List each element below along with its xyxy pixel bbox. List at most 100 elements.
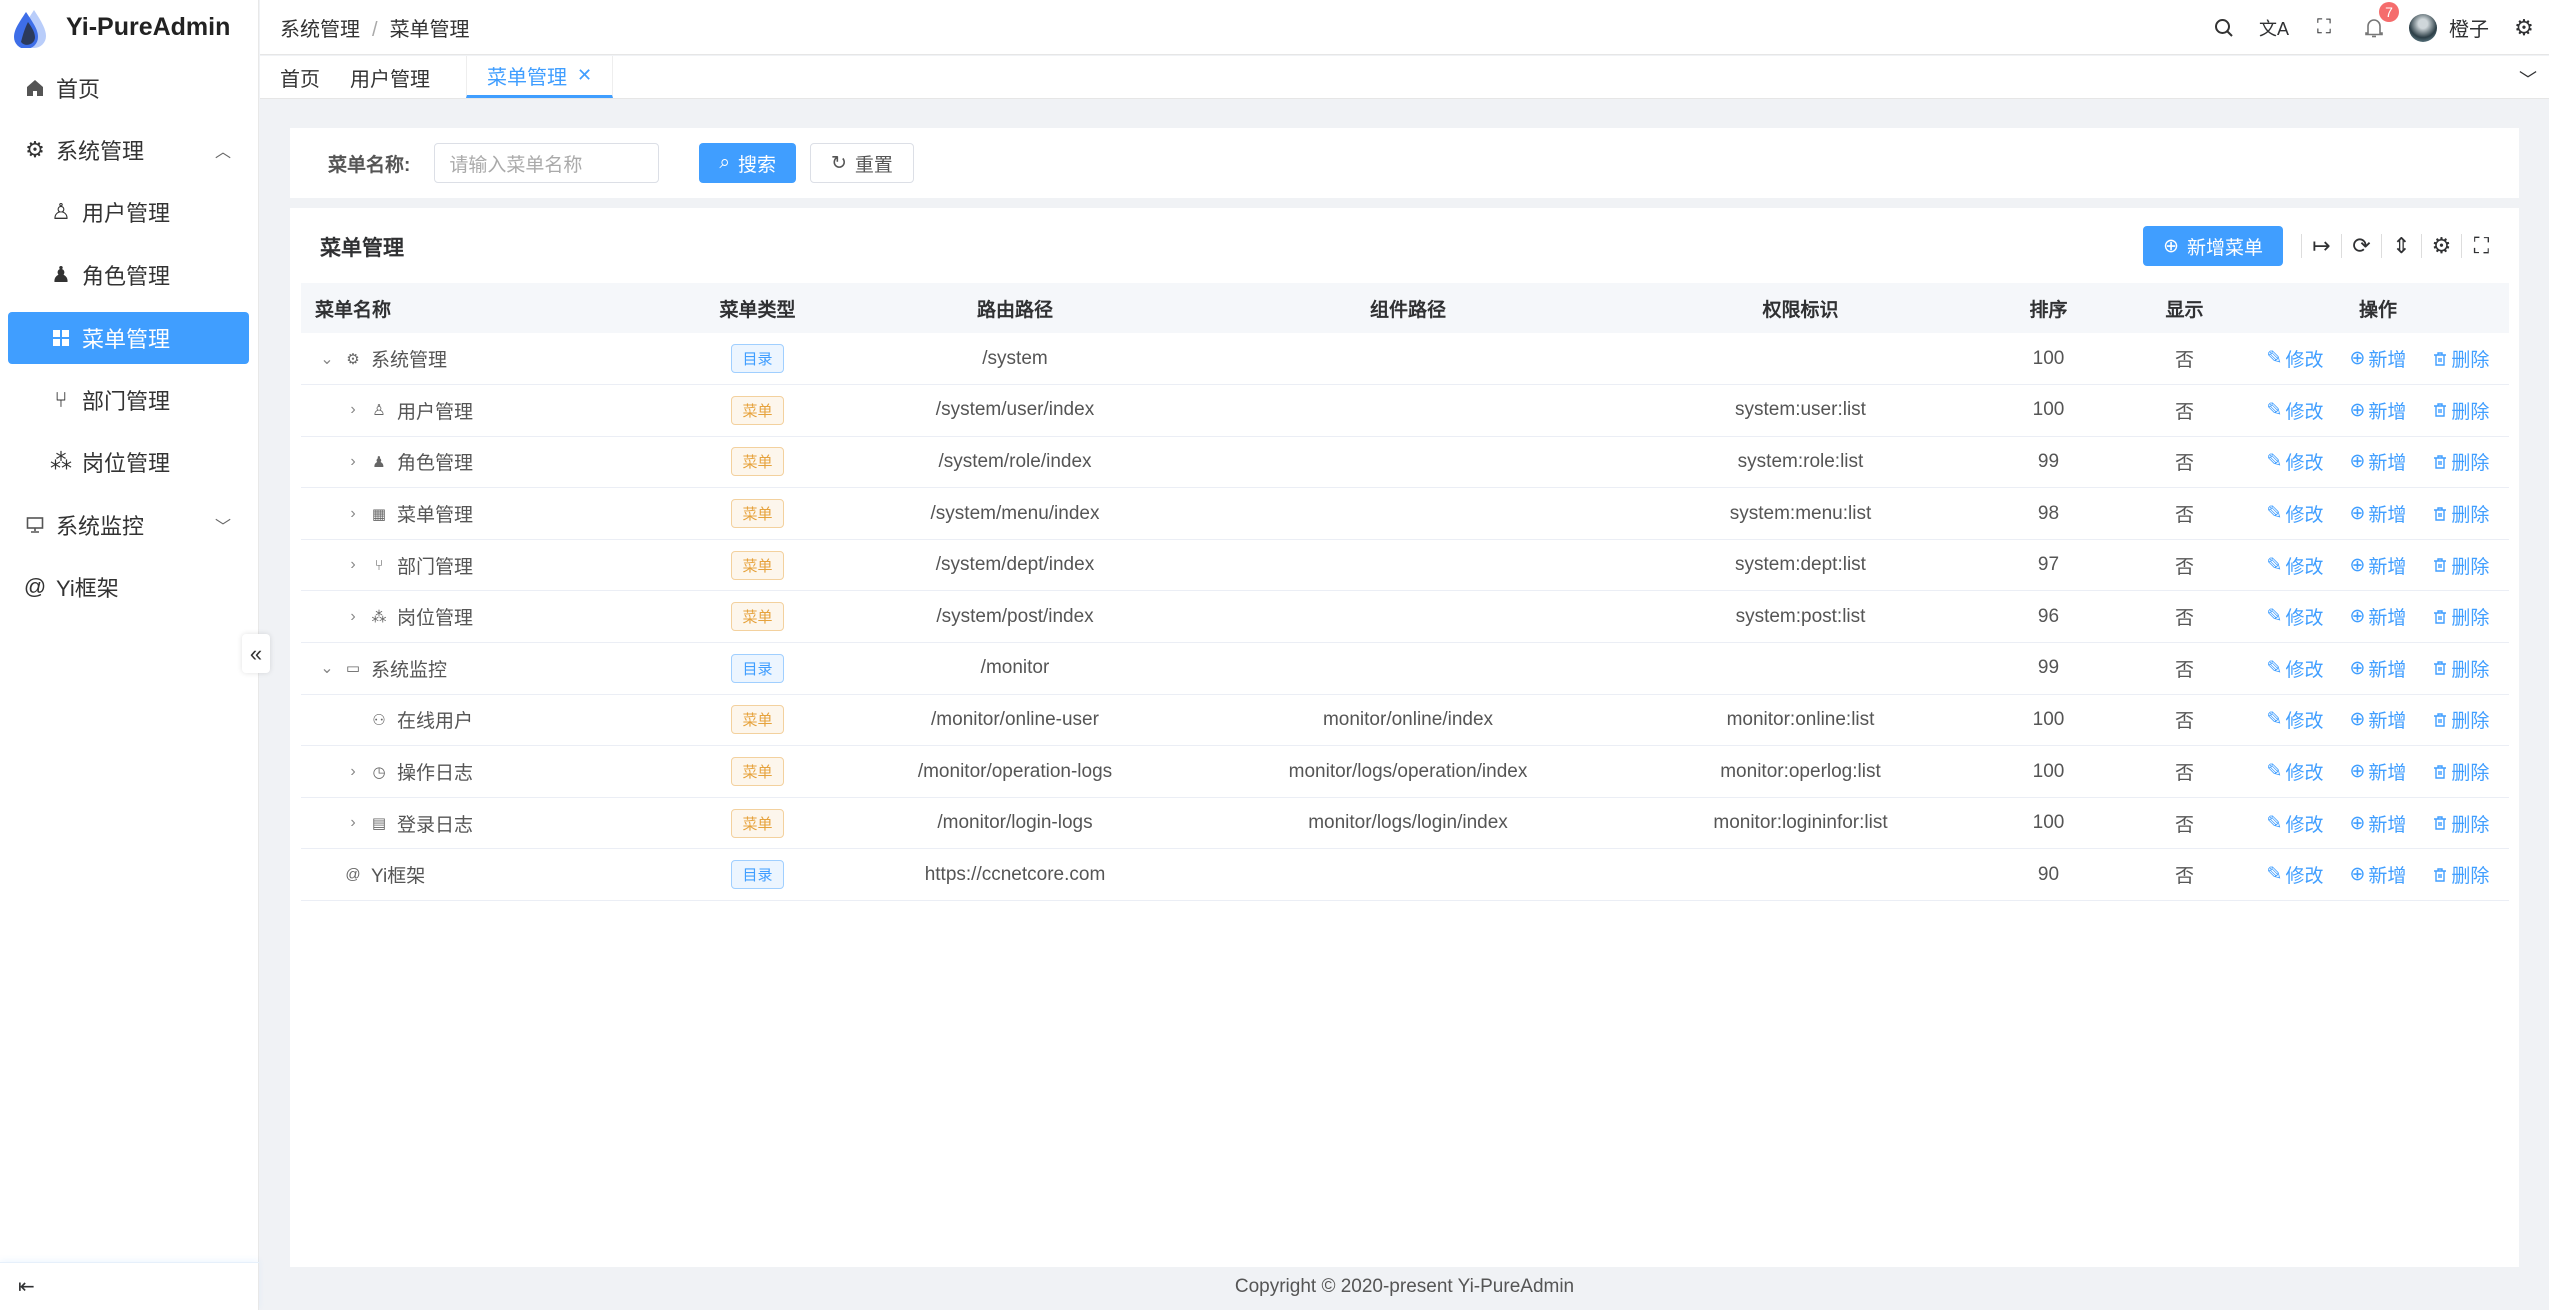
add-child-button[interactable]: ⊕ 新增 xyxy=(2349,810,2406,837)
delete-button[interactable]: 删除 xyxy=(2432,706,2489,733)
add-child-button[interactable]: ⊕ 新增 xyxy=(2349,706,2406,733)
settings-button[interactable]: ⚙ xyxy=(2499,0,2549,55)
fullscreen-button[interactable]: ⛶ xyxy=(2299,0,2349,55)
table-row[interactable]: › ▦ 菜单管理 菜单 /system/menu/index system:menu… xyxy=(301,487,2509,540)
add-child-button[interactable]: ⊕ 新增 xyxy=(2349,345,2406,372)
breadcrumb-item[interactable]: 系统管理 xyxy=(280,18,360,41)
logo-drop-icon xyxy=(14,9,46,48)
chevron-down-icon[interactable]: ﹀ xyxy=(2519,70,2537,90)
tab-home[interactable]: 首页 xyxy=(260,56,340,98)
cell-actions: ✎ 修改 ⊕ 新增 删除 xyxy=(2247,694,2509,747)
search-button[interactable] xyxy=(2199,0,2249,55)
delete-button[interactable]: 删除 xyxy=(2432,552,2489,579)
add-child-button[interactable]: ⊕ 新增 xyxy=(2349,448,2406,475)
sidebar-item-roles[interactable]: ♟ 角色管理 xyxy=(8,249,249,301)
edit-button[interactable]: ✎ 修改 xyxy=(2267,810,2324,837)
refresh-button[interactable]: ⟳ xyxy=(2341,233,2381,258)
cell-permission: monitor:operlog:list xyxy=(1626,745,1975,798)
add-child-button[interactable]: ⊕ 新增 xyxy=(2349,603,2406,630)
tab-menus[interactable]: 菜单管理 ✕ xyxy=(466,56,614,98)
edit-button[interactable]: ✎ 修改 xyxy=(2267,758,2324,785)
cell-show: 否 xyxy=(2122,333,2247,386)
close-icon[interactable]: ✕ xyxy=(577,65,593,85)
menu-name: Yi框架 xyxy=(371,866,426,888)
chevron-down-icon[interactable]: ⌄ xyxy=(320,350,334,368)
add-child-button[interactable]: ⊕ 新增 xyxy=(2349,861,2406,888)
sidebar: Yi-PureAdmin 首页 ⚙ 系统管理 ︿ ♙ 用户管理 ♟ 角色管理 菜单管理 … xyxy=(0,0,259,1310)
table-row[interactable]: › ♙ 用户管理 菜单 /system/user/index system:user… xyxy=(301,384,2509,437)
chevron-right-icon[interactable]: › xyxy=(350,556,356,574)
delete-button[interactable]: 删除 xyxy=(2432,397,2489,424)
delete-button[interactable]: 删除 xyxy=(2432,758,2489,785)
edit-button[interactable]: ✎ 修改 xyxy=(2267,448,2324,475)
translate-button[interactable]: 文A xyxy=(2249,0,2299,55)
chevron-right-icon[interactable]: › xyxy=(350,401,356,419)
menu-name-input[interactable]: 请输入菜单名称 xyxy=(434,143,660,183)
user-menu[interactable]: 橙子 xyxy=(2399,13,2499,42)
logo[interactable]: Yi-PureAdmin xyxy=(0,0,258,55)
sidebar-item-posts[interactable]: ⁂ 岗位管理 xyxy=(8,436,249,488)
sidebar-item-yi-framework[interactable]: @ Yi框架 xyxy=(8,561,249,613)
reset-button[interactable]: ↻ 重置 xyxy=(809,143,914,183)
table-row[interactable]: @ Yi框架 目录 https://ccnetcore.com 90 否 ✎ 修改 … xyxy=(301,848,2509,902)
add-child-button[interactable]: ⊕ 新增 xyxy=(2349,397,2406,424)
fullscreen-button[interactable]: ⛶ xyxy=(2461,233,2501,258)
table-row[interactable]: ⌄ ⚙ 系统管理 目录 /system 100 否 ✎ 修改 ⊕ 新增 删除 xyxy=(301,333,2509,386)
tab-users[interactable]: 用户管理 xyxy=(340,56,450,98)
delete-button[interactable]: 删除 xyxy=(2432,603,2489,630)
add-child-button[interactable]: ⊕ 新增 xyxy=(2349,655,2406,682)
double-chevron-left-icon: « xyxy=(249,640,263,666)
delete-button[interactable]: 删除 xyxy=(2432,345,2489,372)
table-row[interactable]: › ▤ 登录日志 菜单 /monitor/login-logs monitor/lo… xyxy=(301,797,2509,850)
cell-route: /monitor/online-user xyxy=(840,694,1190,747)
sidebar-item-menus[interactable]: 菜单管理 xyxy=(8,312,249,364)
chevron-right-icon[interactable]: › xyxy=(350,504,356,522)
add-menu-button[interactable]: ⊕ 新增菜单 xyxy=(2143,226,2283,266)
cell-actions: ✎ 修改 ⊕ 新增 删除 xyxy=(2247,590,2509,644)
sidebar-collapse-toggle[interactable]: ⇤ xyxy=(0,1262,259,1310)
plus-circle-icon: ⊕ xyxy=(2349,451,2366,473)
menu-name: 部门管理 xyxy=(397,556,474,578)
chevron-down-icon[interactable]: ⌄ xyxy=(320,660,334,678)
column-settings-button[interactable]: ⚙ xyxy=(2421,233,2461,258)
edit-button[interactable]: ✎ 修改 xyxy=(2267,345,2324,372)
delete-button[interactable]: 删除 xyxy=(2432,810,2489,837)
edit-button[interactable]: ✎ 修改 xyxy=(2267,500,2324,527)
edit-button[interactable]: ✎ 修改 xyxy=(2267,706,2324,733)
sidebar-item-system[interactable]: ⚙ 系统管理 ︿ xyxy=(8,124,249,176)
breadcrumb: 系统管理 / 菜单管理 xyxy=(280,13,470,42)
delete-button[interactable]: 删除 xyxy=(2432,655,2489,682)
edit-button[interactable]: ✎ 修改 xyxy=(2267,655,2324,682)
table-row[interactable]: ⌄ ▭ 系统监控 目录 /monitor 99 否 ✎ 修改 ⊕ 新增 删除 xyxy=(301,642,2509,695)
add-child-button[interactable]: ⊕ 新增 xyxy=(2349,500,2406,527)
sidebar-item-users[interactable]: ♙ 用户管理 xyxy=(8,186,249,238)
edit-button[interactable]: ✎ 修改 xyxy=(2267,603,2324,630)
density-button[interactable]: ⇕ xyxy=(2381,233,2421,258)
chevron-right-icon[interactable]: › xyxy=(350,814,356,832)
delete-button[interactable]: 删除 xyxy=(2432,861,2489,888)
chevron-right-icon[interactable]: › xyxy=(350,607,356,625)
sidebar-collapse-button[interactable]: « xyxy=(242,634,270,673)
delete-button[interactable]: 删除 xyxy=(2432,448,2489,475)
sidebar-item-departments[interactable]: ⑂ 部门管理 xyxy=(8,374,249,426)
edit-button[interactable]: ✎ 修改 xyxy=(2267,397,2324,424)
plus-circle-icon: ⊕ xyxy=(2349,399,2366,421)
table-row[interactable]: › ♟ 角色管理 菜单 /system/role/index system:role… xyxy=(301,436,2509,489)
chevron-right-icon[interactable]: › xyxy=(350,452,356,470)
table-row[interactable]: › ⑂ 部门管理 菜单 /system/dept/index system:dept… xyxy=(301,539,2509,592)
column-header: 路由路径 xyxy=(840,283,1190,333)
table-row[interactable]: › ◷ 操作日志 菜单 /monitor/operation-logs monito… xyxy=(301,745,2509,798)
notification-button[interactable]: 7 xyxy=(2349,0,2399,55)
table-row[interactable]: ⚇ 在线用户 菜单 /monitor/online-user monitor/on… xyxy=(301,694,2509,747)
sidebar-item-monitor[interactable]: 系统监控 ﹀ xyxy=(8,499,249,551)
table-row[interactable]: › ⁂ 岗位管理 菜单 /system/post/index system:post… xyxy=(301,590,2509,644)
delete-button[interactable]: 删除 xyxy=(2432,500,2489,527)
edit-button[interactable]: ✎ 修改 xyxy=(2267,552,2324,579)
chevron-right-icon[interactable]: › xyxy=(350,762,356,780)
sidebar-item-home[interactable]: 首页 xyxy=(8,62,249,114)
edit-button[interactable]: ✎ 修改 xyxy=(2267,861,2324,888)
expand-toggle-button[interactable]: ↦ xyxy=(2301,233,2341,258)
search-button[interactable]: ⌕ 搜索 xyxy=(699,143,796,183)
add-child-button[interactable]: ⊕ 新增 xyxy=(2349,758,2406,785)
add-child-button[interactable]: ⊕ 新增 xyxy=(2349,552,2406,579)
